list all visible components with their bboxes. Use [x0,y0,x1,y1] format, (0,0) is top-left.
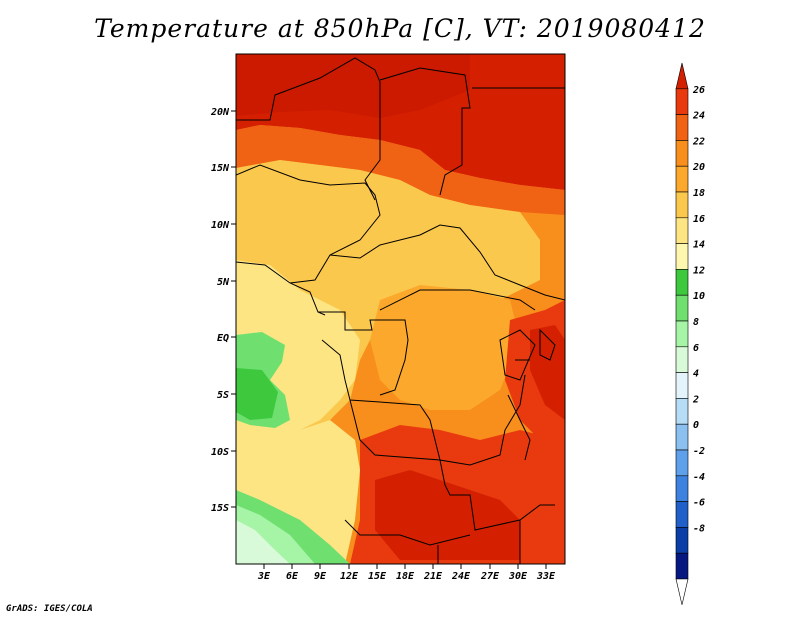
lon-tick-label: 21E [423,571,443,582]
colorbar-segment [675,114,689,141]
colorbar-label: -8 [693,523,705,534]
colorbar-label: 22 [692,136,705,147]
temperature-field [236,54,565,564]
colorbar-label: 26 [692,85,705,96]
colorbar-label: -2 [693,446,705,457]
country-borders [236,57,565,564]
colorbar-segment [675,62,689,90]
lon-tick-label: 27E [480,571,500,582]
lat-tick-label: 5N [217,277,230,288]
lon-tick-label: 33E [536,571,556,582]
colorbar-segment [675,372,689,399]
colorbar-segment [675,501,689,528]
lat-tick-label: 20N [210,107,230,118]
colorbar-segment [675,243,689,270]
lat-tick-label: 15S [211,503,229,514]
colorbar-segment [675,320,689,348]
colorbar-label: 0 [693,420,699,431]
colorbar-segment [675,140,689,167]
lat-tick-label: 10N [211,220,230,231]
colorbar-label: 4 [693,369,699,380]
colorbar-label: -6 [693,498,705,509]
lat-tick-label: 15N [211,163,230,174]
colorbar-label: 6 [693,343,699,354]
colorbar-segment [675,398,689,425]
latitude-axis: 20N 15N 10N 5N EQ 5S 10S 15S [210,107,236,514]
colorbar-segment [675,88,689,115]
colorbar-segment [675,165,689,193]
colorbar-segment [675,191,689,219]
colorbar-segment [675,475,689,502]
colorbar-segment [675,552,689,580]
longitude-axis: 3E 6E 9E 12E 15E 18E 21E 24E 27E 30E 33E [257,564,556,582]
colorbar-label: 8 [693,317,699,328]
lon-tick-label: 18E [396,571,415,582]
credit-text: GrADS: IGES/COLA [6,604,93,614]
colorbar-segment [675,269,689,296]
colorbar-segment [675,423,689,451]
colorbar-label: -4 [693,472,705,483]
lon-tick-label: 9E [314,571,327,582]
chart-title: Temperature at 850hPa [C], VT: 201908041… [94,14,706,43]
colorbar-label: 14 [693,240,705,251]
colorbar-label: 24 [692,111,705,122]
colorbar-label: 2 [692,394,699,405]
colorbar-label: 12 [693,265,705,276]
colorbar-label: 20 [692,162,705,173]
colorbar-segment [675,217,689,244]
lon-tick-label: 15E [368,571,387,582]
lon-tick-label: 6E [286,571,299,582]
lat-tick-label: 5S [217,390,229,401]
map-frame [235,53,566,565]
colorbar [675,62,689,605]
colorbar-label: 10 [693,291,705,302]
colorbar-segment [675,294,689,322]
colorbar-segment [675,449,689,477]
colorbar-label: 16 [693,214,705,225]
colorbar-label: 18 [693,188,705,199]
lon-tick-label: 3E [257,571,271,582]
lon-tick-label: 30E [508,571,528,582]
colorbar-segment [675,346,689,373]
lon-tick-label: 12E [340,571,359,582]
lon-tick-label: 24E [451,571,471,582]
lat-tick-label: EQ [217,333,229,344]
colorbar-segment [675,578,689,605]
colorbar-segment [675,527,689,554]
lat-tick-label: 10S [211,447,229,458]
